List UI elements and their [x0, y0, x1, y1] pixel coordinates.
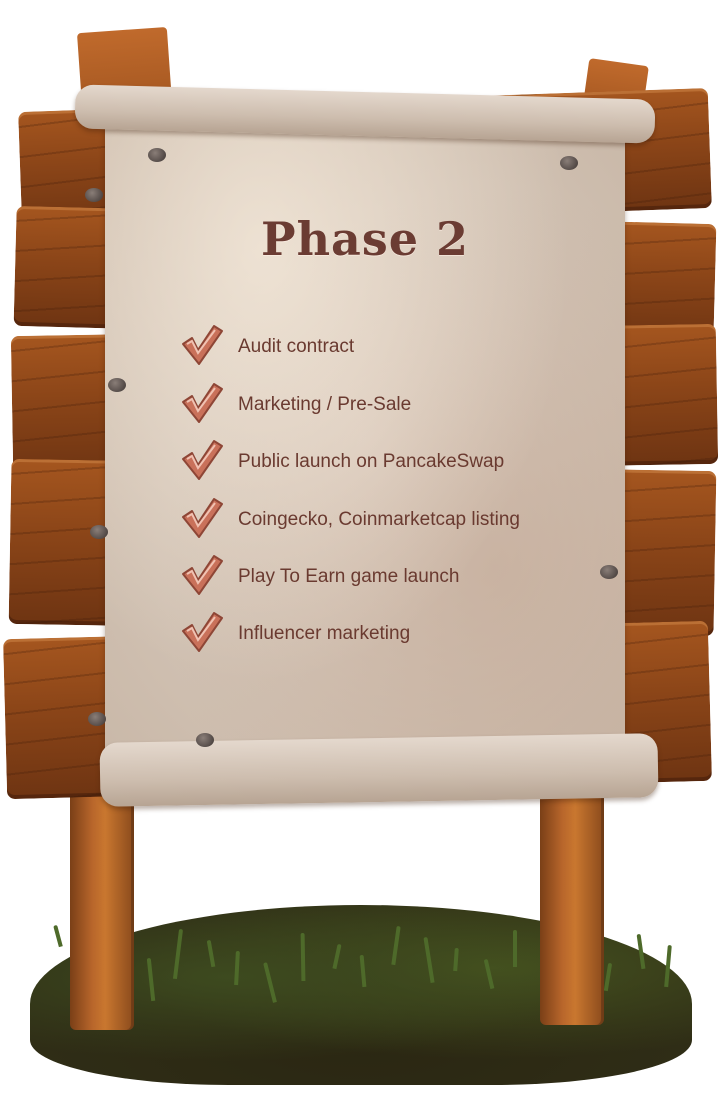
list-item: Public launch on PancakeSwap — [178, 437, 598, 483]
parchment-scroll — [105, 120, 625, 760]
list-item: Play To Earn game launch — [178, 552, 598, 598]
grass-blade — [206, 939, 216, 968]
item-label: Public launch on PancakeSwap — [238, 451, 505, 472]
scroll-bottom-roll — [99, 733, 659, 807]
item-label: Influencer marketing — [238, 623, 411, 644]
item-label: Coingecko, Coinmarketcap listing — [238, 509, 520, 530]
list-item: Coingecko, Coinmarketcap listing — [178, 495, 598, 541]
grass-blade — [423, 936, 435, 984]
checkmark-icon — [182, 325, 223, 365]
grass-blade — [359, 954, 367, 988]
nail — [560, 156, 578, 170]
list-item: Audit contract — [178, 322, 598, 368]
checkmark-icon — [182, 555, 223, 595]
item-label: Marketing / Pre-Sale — [238, 394, 412, 415]
nail — [88, 712, 106, 726]
list-item: Marketing / Pre-Sale — [178, 380, 598, 426]
grass-blade — [483, 958, 495, 990]
nail — [85, 188, 103, 202]
grass-blade — [234, 950, 241, 986]
nail — [600, 565, 618, 579]
grass-blade — [452, 947, 459, 972]
grass-blade — [146, 957, 156, 1002]
grass-blade — [663, 944, 672, 988]
checkmark-icon — [182, 440, 223, 480]
checkmark-icon — [182, 612, 223, 652]
grass-blade — [331, 943, 342, 970]
grass-blade — [53, 924, 64, 948]
grass-blade — [172, 928, 183, 980]
grass-blade — [391, 925, 401, 966]
left-post — [70, 770, 134, 1030]
grass-blade — [263, 962, 278, 1003]
grass-blade — [636, 933, 646, 970]
right-post — [540, 770, 604, 1025]
grass-blade — [300, 932, 306, 982]
grass-blade — [603, 962, 613, 992]
phase-title: Phase 2 — [260, 212, 470, 266]
item-label: Play To Earn game launch — [238, 566, 460, 587]
grass-blade — [513, 930, 518, 967]
nail — [196, 733, 214, 747]
nail — [148, 148, 166, 162]
checkmark-icon — [182, 498, 223, 538]
list-item: Influencer marketing — [178, 609, 598, 655]
item-label: Audit contract — [238, 336, 355, 357]
checkmark-icon — [182, 383, 223, 423]
nail — [108, 378, 126, 392]
nail — [90, 525, 108, 539]
